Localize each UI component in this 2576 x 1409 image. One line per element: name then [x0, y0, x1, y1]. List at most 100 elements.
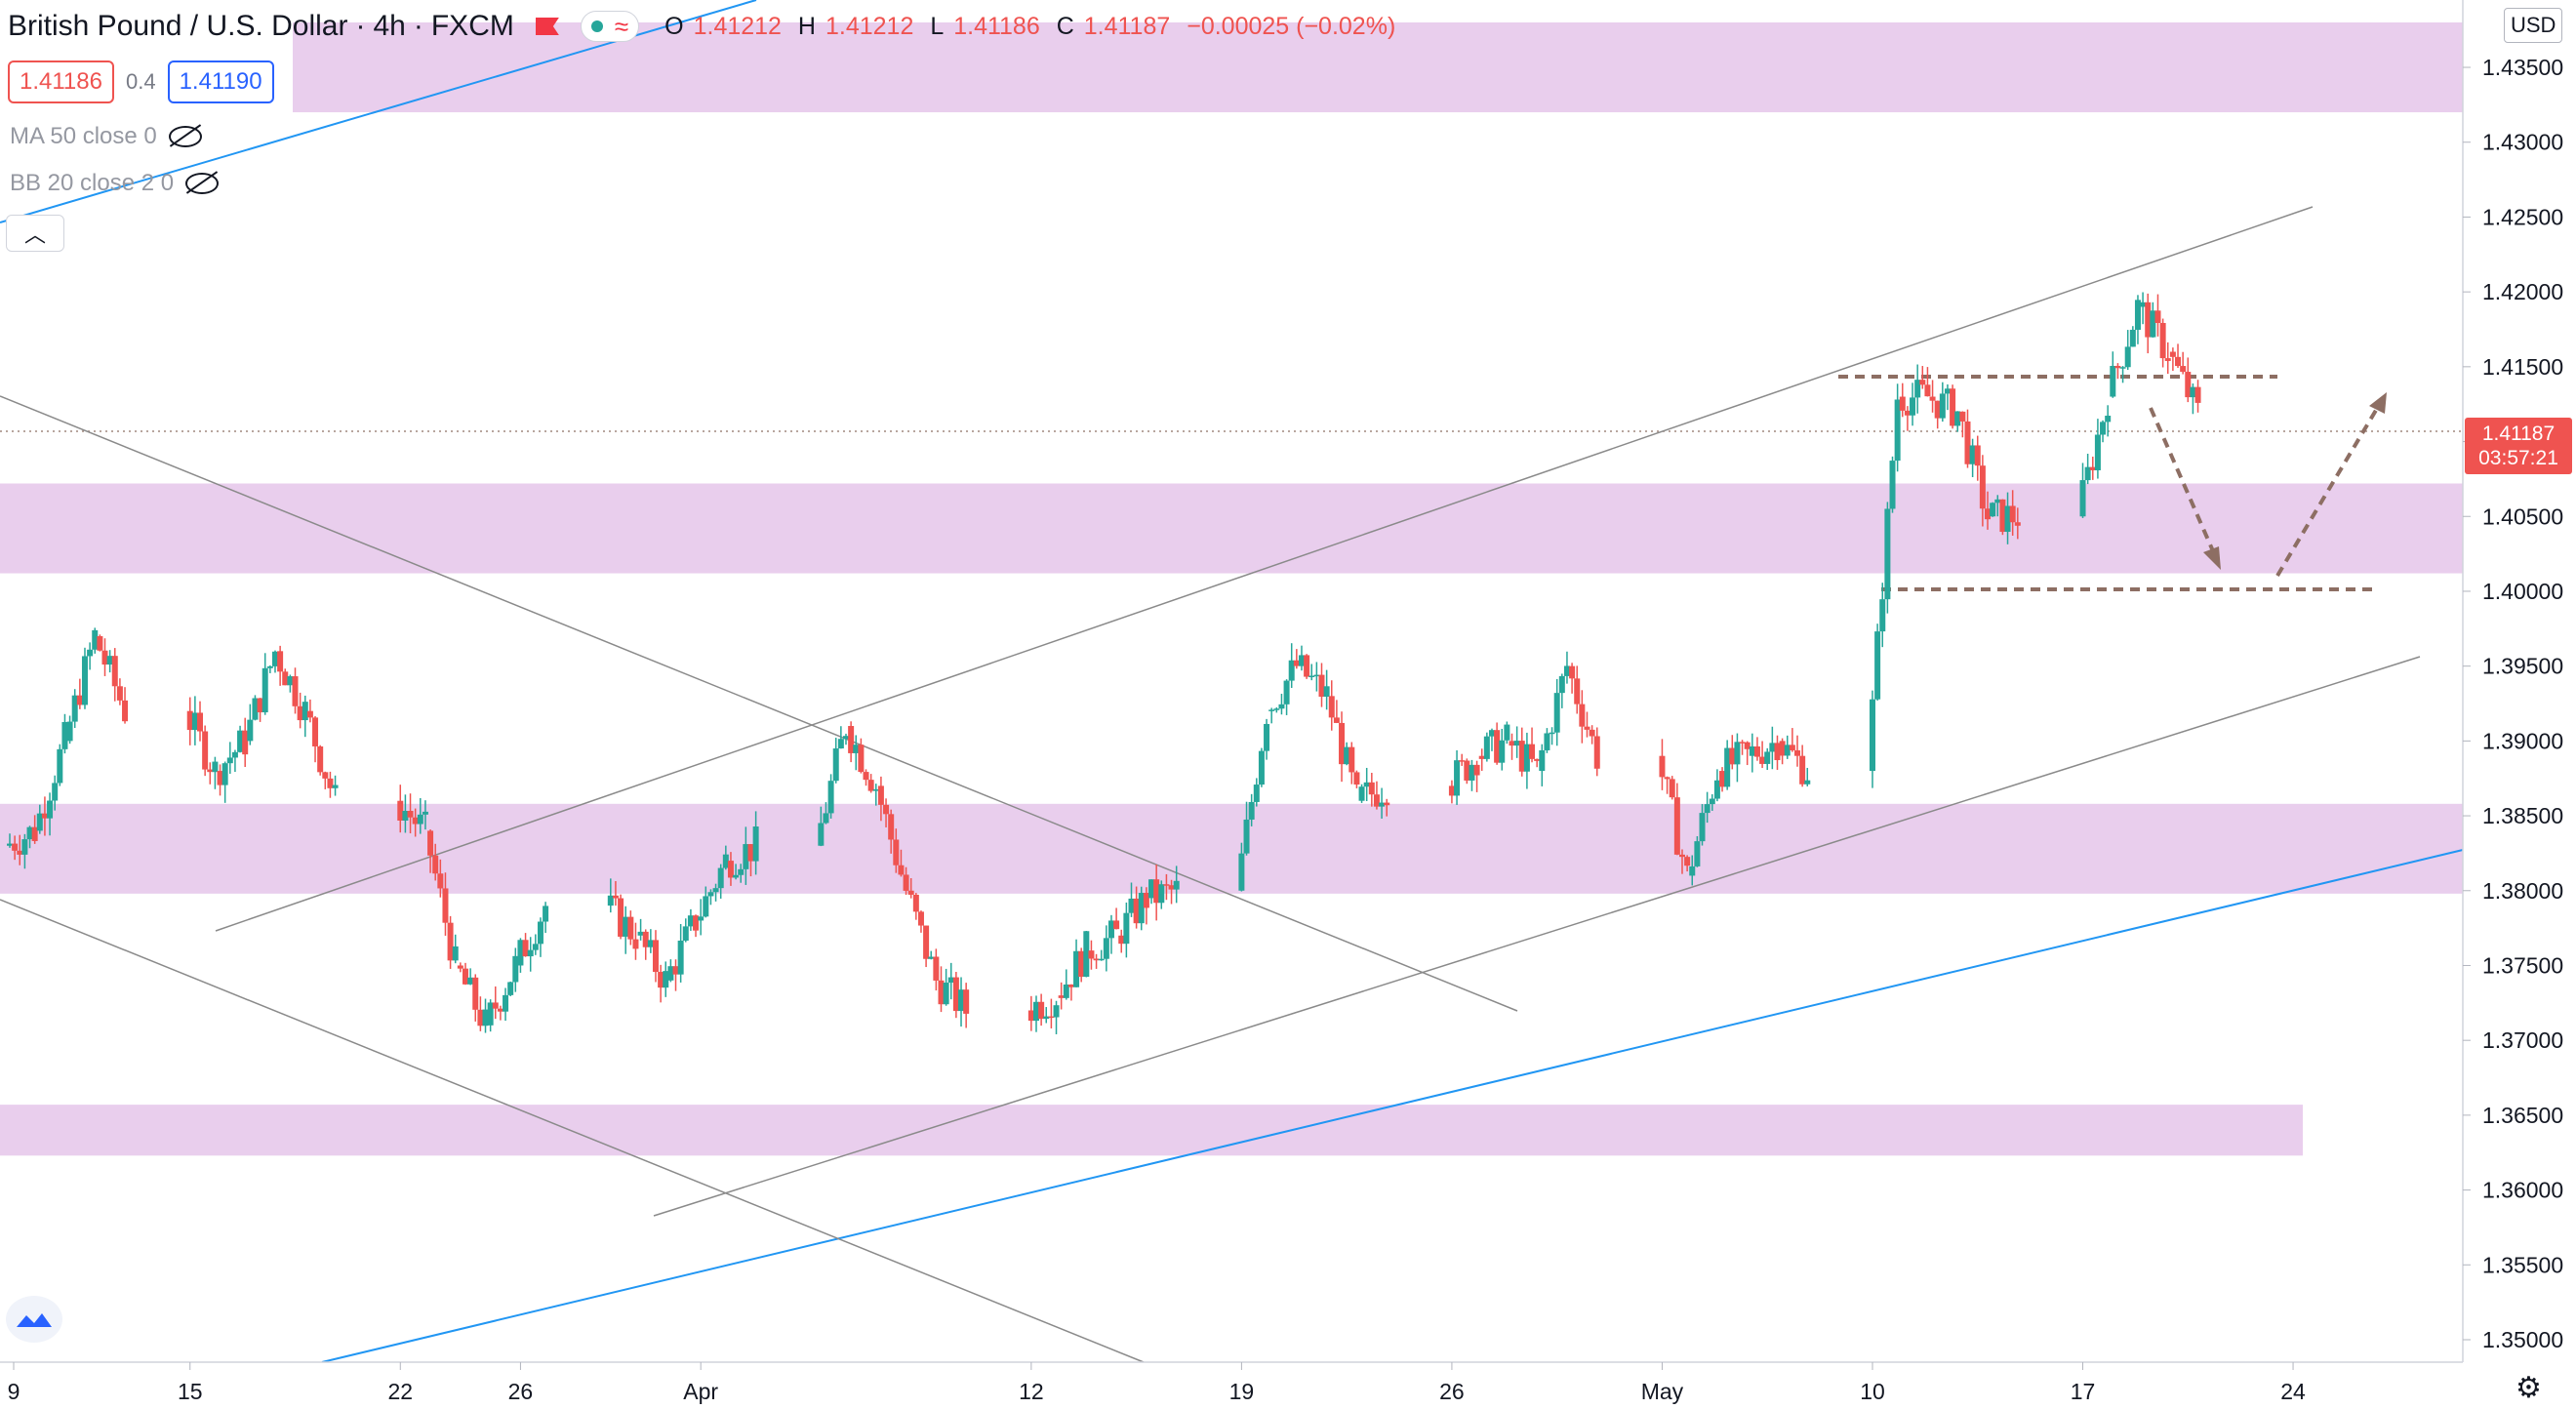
candle-up	[1253, 785, 1260, 802]
candle-down	[327, 778, 334, 788]
candle-down	[1719, 771, 1726, 787]
descending-channel-upper-line[interactable]	[0, 395, 1518, 1012]
ascending-channel-lower-line[interactable]	[653, 656, 2421, 1217]
candle-down	[1774, 743, 1781, 760]
candle-down	[41, 813, 48, 819]
candle-up	[958, 989, 965, 1012]
price-zone[interactable]	[0, 803, 2463, 894]
descending-channel-lower-line[interactable]	[0, 899, 1145, 1363]
hidden-eye-icon[interactable]	[168, 126, 202, 147]
candle-down	[618, 898, 624, 937]
candle-down	[1518, 741, 1525, 772]
candle-up	[1499, 740, 1506, 763]
candle-down	[432, 855, 439, 874]
candle-down	[1950, 388, 1956, 426]
candle-up	[1769, 743, 1776, 752]
price-tick-label: 1.39000	[2482, 728, 2563, 753]
candle-down	[1153, 879, 1160, 904]
trend-line-drawings[interactable]	[0, 0, 2464, 1363]
candle-down	[1333, 717, 1340, 723]
projection-up-line[interactable]	[2275, 400, 2383, 578]
currency-button[interactable]: USD	[2504, 8, 2563, 43]
price-zone[interactable]	[0, 483, 2463, 574]
candle-down	[1759, 756, 1766, 764]
candle-up	[417, 814, 423, 825]
candle-down	[1744, 742, 1751, 749]
candle-up	[1083, 931, 1090, 978]
candle-down	[437, 873, 444, 889]
candle-down	[923, 925, 930, 959]
indicator-ma-label: MA 50 close 0	[10, 123, 157, 149]
candle-down	[933, 956, 940, 981]
candle-up	[47, 800, 54, 819]
candle-up	[1379, 802, 1386, 807]
candle-down	[1899, 396, 1906, 411]
candle-down	[197, 712, 204, 732]
projection-down-line[interactable]	[2149, 407, 2219, 561]
candle-down	[1789, 745, 1795, 750]
candle-up	[1563, 665, 1570, 676]
candle-up	[1264, 723, 1270, 751]
projection-down-arrowhead	[2203, 546, 2221, 570]
candle-up	[467, 977, 474, 985]
logo-cloud-icon	[17, 1313, 52, 1327]
market-status-pill[interactable]: ≈	[580, 11, 640, 42]
candle-up	[92, 629, 99, 650]
candle-up	[2190, 386, 2196, 398]
hidden-eye-icon[interactable]	[185, 173, 220, 194]
candle-up	[677, 941, 684, 975]
candle-down	[627, 916, 634, 940]
candle-down	[1373, 794, 1380, 807]
candle-up	[1288, 660, 1295, 681]
time-tick-label: 22	[387, 1379, 413, 1404]
candle-up	[247, 719, 254, 742]
candle-up	[647, 940, 654, 947]
candle-up	[543, 906, 549, 922]
candle-up	[57, 748, 63, 784]
candle-up	[287, 676, 294, 686]
collapse-legend-button[interactable]: ︿	[6, 215, 64, 252]
candle-down	[111, 656, 118, 687]
lower-blue-trendline[interactable]	[321, 849, 2464, 1363]
price-zone[interactable]	[293, 22, 2463, 113]
flag-icon[interactable]	[535, 18, 559, 35]
price-axis-background[interactable]	[2463, 0, 2576, 1409]
candle-up	[1138, 892, 1145, 924]
candle-down	[1478, 755, 1485, 759]
tradingview-logo[interactable]	[6, 1296, 62, 1343]
indicator-ma[interactable]: MA 50 close 0	[10, 123, 202, 150]
candle-up	[221, 763, 228, 785]
candle-down	[116, 686, 123, 701]
ascending-channel-upper-line[interactable]	[215, 206, 2314, 932]
candle-up	[1238, 853, 1245, 891]
sell-price-button[interactable]: 1.41186	[8, 60, 114, 103]
candle-up	[1173, 880, 1180, 890]
candle-down	[1985, 508, 1992, 520]
candle-up	[1243, 819, 1250, 854]
symbol-name[interactable]: British Pound / U.S. Dollar	[8, 10, 348, 42]
time-axis-background[interactable]	[0, 1362, 2463, 1409]
buy-price-button[interactable]: 1.41190	[167, 60, 274, 103]
candle-up	[1804, 780, 1811, 785]
candle-up	[487, 1002, 494, 1026]
candle-up	[2094, 434, 2101, 470]
time-tick-label: Apr	[683, 1379, 718, 1404]
time-tick-label: 15	[178, 1379, 203, 1404]
price-tick-label: 1.36000	[2482, 1178, 2563, 1203]
price-zone[interactable]	[0, 1105, 2303, 1156]
indicator-bb[interactable]: BB 20 close 2 0	[10, 170, 220, 197]
candle-up	[1043, 1016, 1050, 1020]
candle-up	[842, 736, 849, 740]
interval-label[interactable]: 4h	[373, 10, 406, 42]
candle-up	[1914, 380, 1921, 398]
price-tick-label: 1.37000	[2482, 1027, 2563, 1053]
candle-down	[952, 977, 959, 1012]
candle-up	[663, 971, 669, 988]
candle-up	[1894, 399, 1901, 462]
candle-up	[707, 892, 714, 897]
candle-down	[632, 939, 639, 949]
gear-icon[interactable]: ⚙	[2516, 1372, 2542, 1404]
candle-up	[722, 854, 729, 868]
time-tick-label: 19	[1229, 1379, 1255, 1404]
